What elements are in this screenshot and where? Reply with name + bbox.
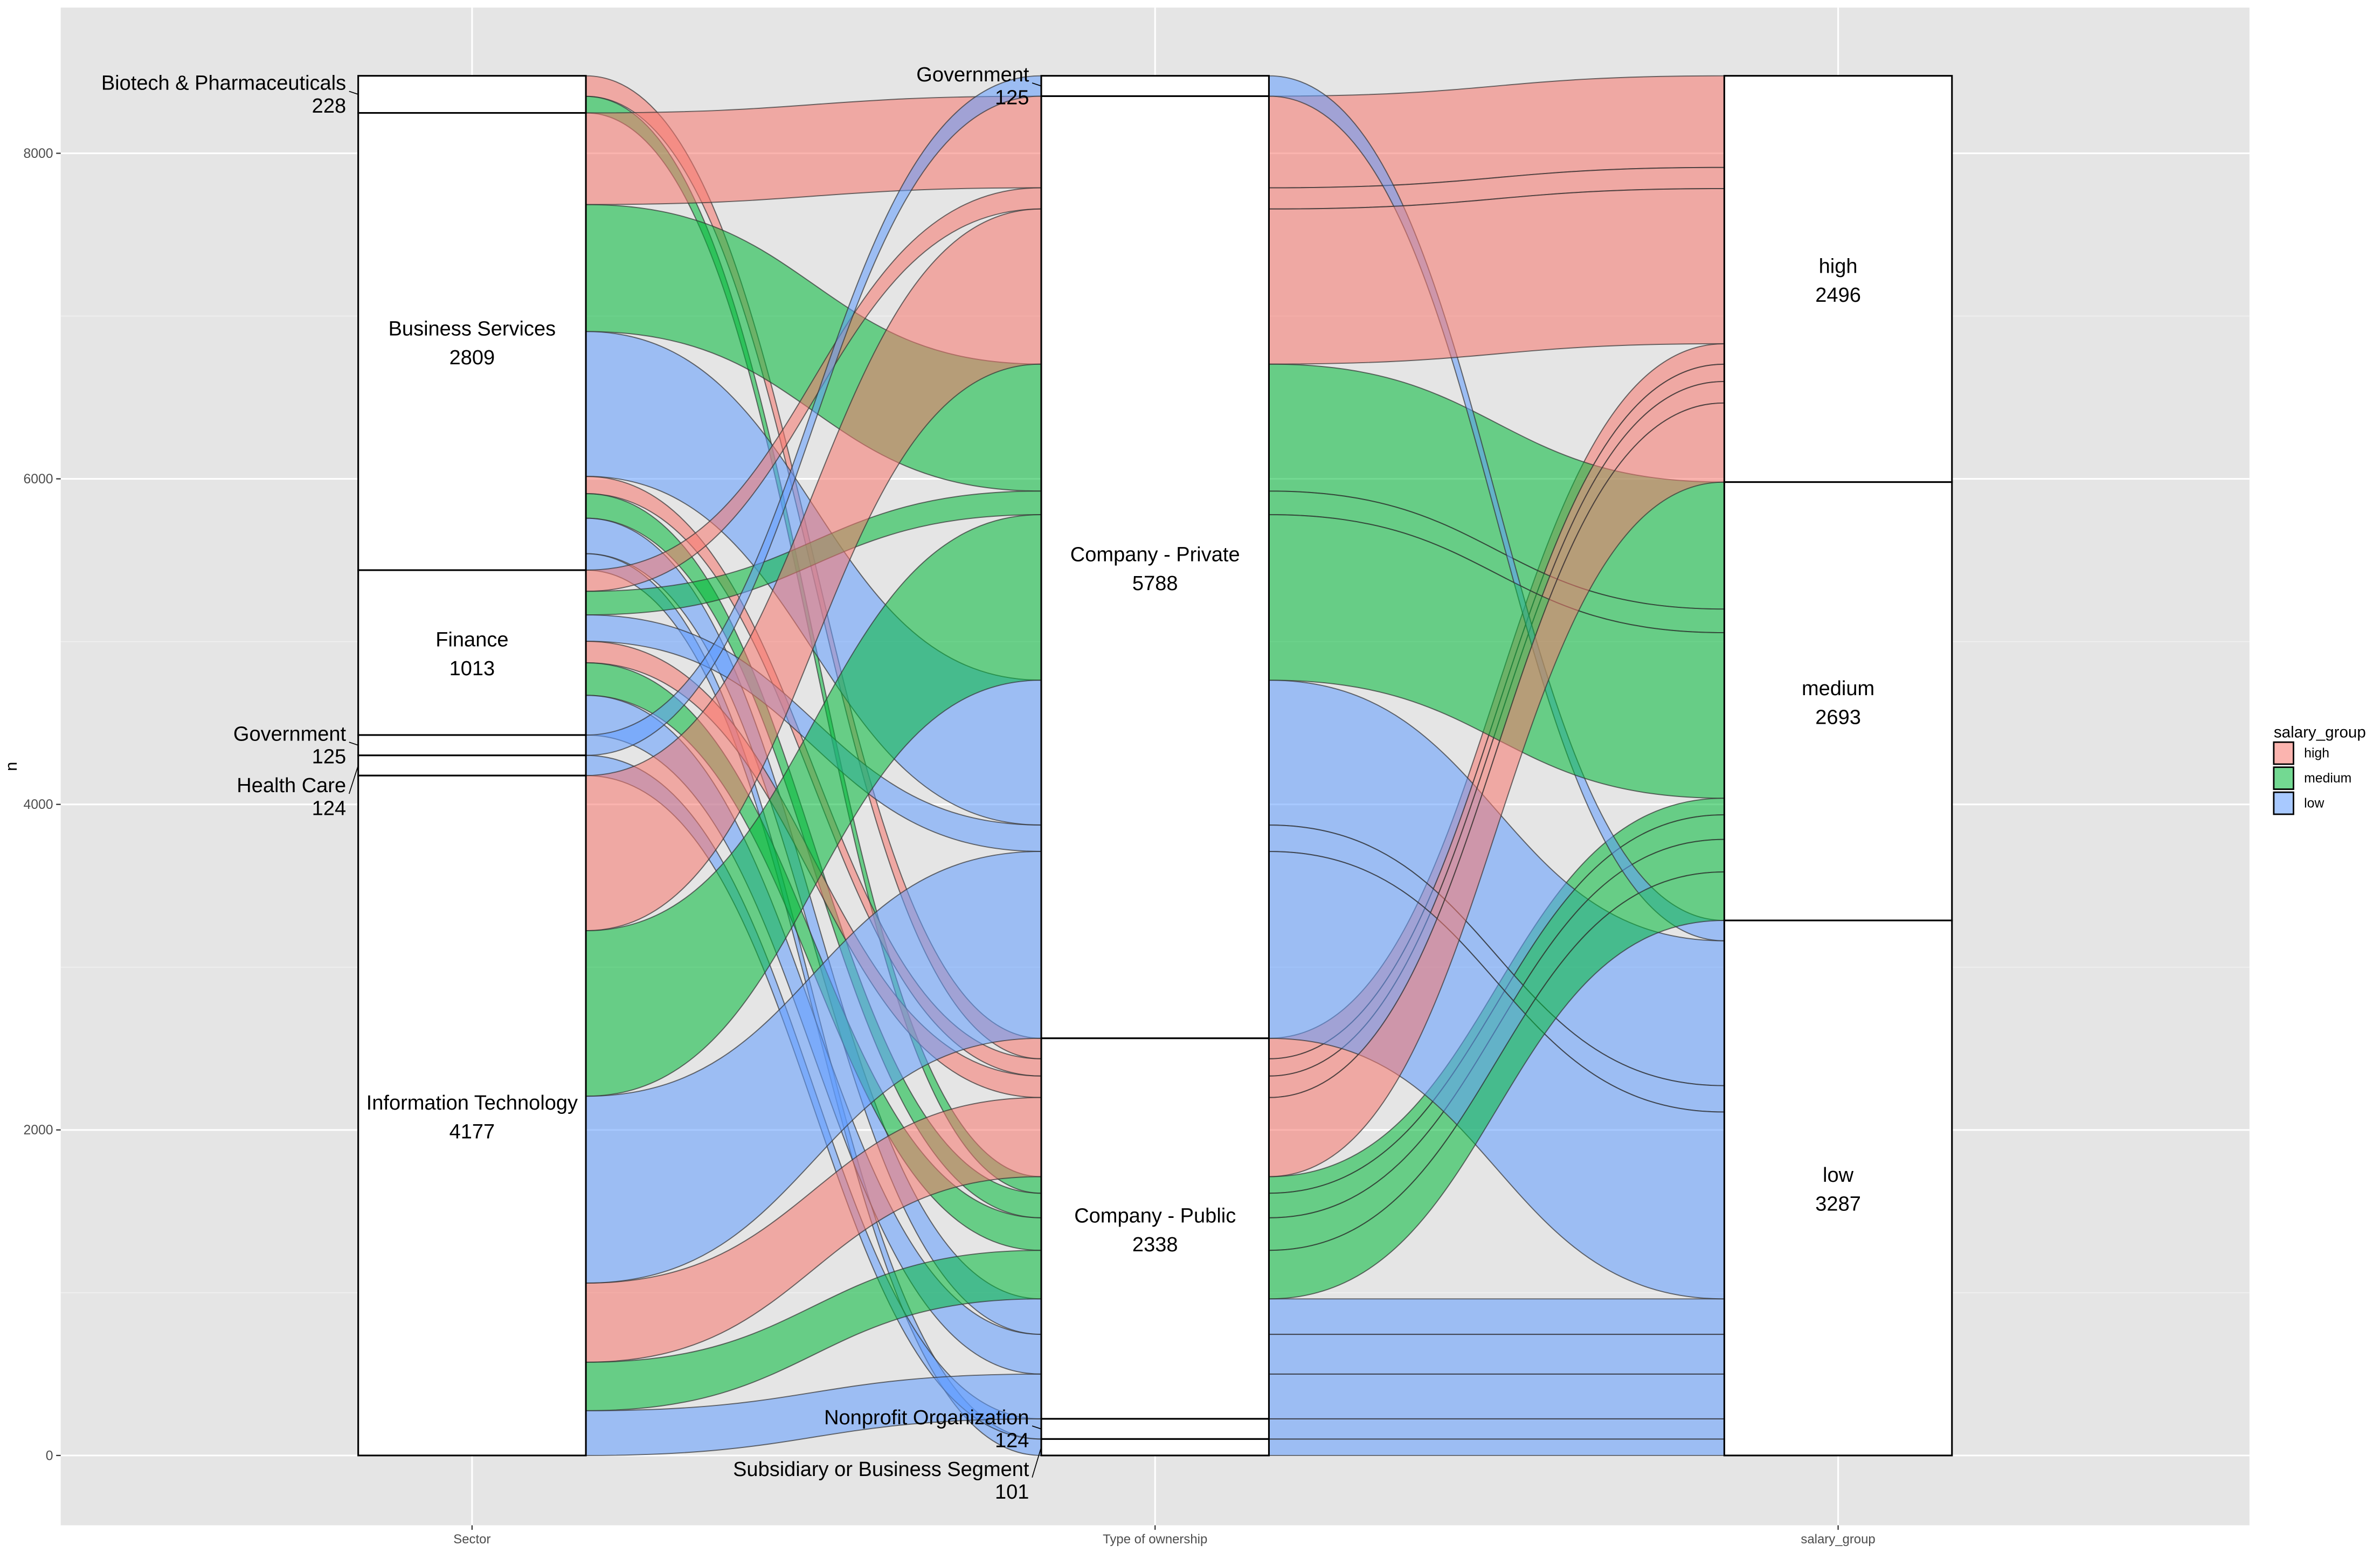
stratum-box (357, 734, 587, 757)
stratum-count: 3287 (1815, 1193, 1861, 1216)
stratum-label: Finance (435, 629, 508, 652)
stratum-box (357, 75, 587, 114)
y-tick-label: 8000 (23, 147, 53, 161)
y-tick-label: 4000 (23, 798, 53, 812)
stratum-count: 2338 (1132, 1234, 1178, 1256)
stratum-box (1040, 95, 1270, 1040)
legend: salary_group high medium low (2273, 724, 2366, 815)
axes: 0 2000 4000 6000 8000 Sector Type of ownership… (23, 147, 1875, 1547)
stratum-label: Biotech & Pharmaceuticals (101, 72, 346, 95)
stratum-box (1040, 1438, 1270, 1457)
stratum-count: 228 (312, 95, 346, 117)
stratum-label-leader (349, 91, 358, 95)
legend-key-medium (2273, 766, 2294, 790)
stratum-count: 2496 (1815, 284, 1861, 307)
stratum-label: Subsidiary or Business Segment (733, 1458, 1029, 1481)
stratum-label: Company - Public (1074, 1205, 1236, 1228)
legend-key-high (2273, 741, 2294, 765)
legend-label: high (2304, 746, 2329, 760)
stratum-box (357, 112, 587, 571)
stratum-label: high (1819, 255, 1858, 278)
stratum-box (357, 774, 587, 1457)
y-tick-label: 2000 (23, 1123, 53, 1138)
x-axis-label: Type of ownership (1103, 1532, 1207, 1547)
legend-label: low (2304, 796, 2324, 810)
legend-key-low (2273, 791, 2294, 815)
stratum-label-leader (1032, 1425, 1042, 1430)
stratum-count: 125 (312, 746, 346, 768)
stratum-count: 5788 (1132, 572, 1178, 595)
stratum-box (357, 569, 587, 736)
stratum-label: Government (233, 723, 347, 745)
stratum-box (1040, 1037, 1270, 1420)
stratum-label-leader (349, 742, 358, 746)
x-axis-label: Sector (453, 1532, 490, 1547)
stratum-count: 124 (995, 1429, 1029, 1452)
stratum-count: 101 (995, 1481, 1029, 1504)
stratum-box (1723, 481, 1953, 922)
stratum-box (1723, 75, 1953, 483)
x-axis-label: salary_group (1801, 1532, 1875, 1547)
stratum-label: Information Technology (366, 1092, 578, 1114)
stratum-label: low (1823, 1164, 1854, 1187)
stratum-count: 125 (995, 86, 1029, 109)
stratum-label: Government (916, 64, 1029, 86)
legend-label: medium (2304, 771, 2351, 786)
stratum-label: Business Services (389, 318, 556, 341)
y-tick-label: 0 (46, 1449, 53, 1463)
stratum-label: Company - Private (1070, 543, 1240, 566)
legend-title: salary_group (2274, 724, 2366, 742)
stratum-count: 2809 (449, 347, 495, 369)
stratum-box (1040, 75, 1270, 97)
stratum-label-leader (1032, 82, 1042, 87)
stratum-label: Nonprofit Organization (824, 1406, 1029, 1429)
stratum-label: Health Care (237, 774, 346, 797)
stratum-count: 124 (312, 797, 346, 820)
y-axis-title: n (2, 762, 20, 771)
stratum-label-leader (1032, 1447, 1042, 1478)
stratum-count: 2693 (1815, 706, 1861, 729)
y-tick-label: 6000 (23, 472, 53, 487)
stratum-box (357, 754, 587, 777)
stratum-count: 4177 (449, 1120, 495, 1143)
stratum-box (1723, 919, 1953, 1457)
stratum-box (1040, 1418, 1270, 1440)
stratum-label: medium (1802, 677, 1874, 700)
stratum-count: 1013 (449, 657, 495, 680)
stratum-label-leader (348, 765, 359, 794)
